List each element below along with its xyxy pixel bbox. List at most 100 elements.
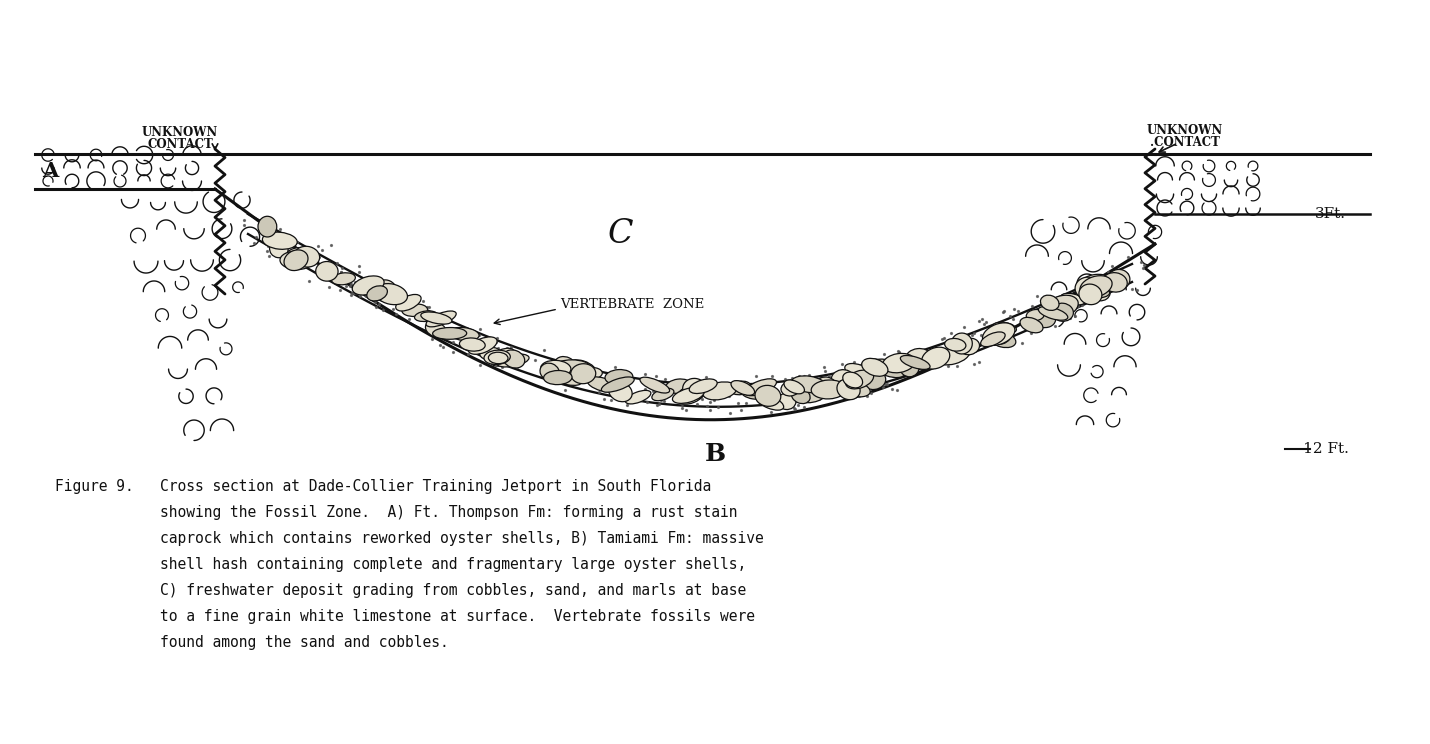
- Ellipse shape: [801, 385, 831, 403]
- Text: found among the sand and cobbles.: found among the sand and cobbles.: [54, 635, 449, 650]
- Text: UNKNOWN: UNKNOWN: [142, 126, 219, 138]
- Text: C: C: [608, 218, 632, 250]
- Ellipse shape: [945, 339, 965, 351]
- Ellipse shape: [899, 357, 919, 376]
- Ellipse shape: [1027, 310, 1044, 321]
- Ellipse shape: [609, 382, 632, 402]
- Ellipse shape: [541, 360, 571, 376]
- Ellipse shape: [1087, 277, 1108, 290]
- Text: A: A: [41, 161, 59, 181]
- Ellipse shape: [778, 394, 797, 409]
- Ellipse shape: [811, 380, 847, 399]
- Ellipse shape: [459, 338, 485, 351]
- Ellipse shape: [579, 368, 602, 379]
- Ellipse shape: [982, 323, 1015, 345]
- Text: .CONTACT: .CONTACT: [1150, 135, 1220, 149]
- Ellipse shape: [263, 232, 297, 249]
- Text: UNKNOWN: UNKNOWN: [1147, 124, 1223, 136]
- Ellipse shape: [543, 371, 572, 385]
- Ellipse shape: [1061, 293, 1085, 305]
- Ellipse shape: [756, 394, 784, 410]
- Ellipse shape: [1051, 304, 1074, 321]
- Ellipse shape: [641, 377, 669, 393]
- Ellipse shape: [937, 347, 970, 365]
- Ellipse shape: [375, 283, 408, 305]
- Ellipse shape: [922, 347, 950, 369]
- Ellipse shape: [837, 379, 859, 400]
- Ellipse shape: [842, 372, 862, 388]
- Ellipse shape: [858, 359, 888, 380]
- Ellipse shape: [951, 333, 972, 354]
- Ellipse shape: [652, 388, 674, 401]
- Ellipse shape: [1080, 276, 1113, 298]
- Ellipse shape: [862, 359, 888, 376]
- Ellipse shape: [489, 352, 508, 364]
- Ellipse shape: [1031, 308, 1055, 327]
- Text: shell hash containing complete and fragmentary large oyster shells,: shell hash containing complete and fragm…: [54, 557, 746, 572]
- Text: Figure 9.   Cross section at Dade-Collier Training Jetport in South Florida: Figure 9. Cross section at Dade-Collier …: [54, 479, 711, 494]
- Ellipse shape: [426, 311, 456, 327]
- Ellipse shape: [468, 337, 498, 354]
- Ellipse shape: [837, 380, 871, 397]
- Ellipse shape: [781, 382, 799, 396]
- Ellipse shape: [396, 295, 420, 311]
- Text: -12 Ft.: -12 Ft.: [1298, 442, 1348, 456]
- Ellipse shape: [1020, 318, 1042, 333]
- Ellipse shape: [672, 388, 705, 403]
- Ellipse shape: [420, 312, 452, 324]
- Ellipse shape: [556, 374, 582, 385]
- Ellipse shape: [1077, 286, 1110, 298]
- Text: to a fine grain white limestone at surface.  Vertebrate fossils were: to a fine grain white limestone at surfa…: [54, 609, 755, 624]
- Ellipse shape: [872, 359, 905, 378]
- Ellipse shape: [541, 363, 559, 380]
- Ellipse shape: [689, 379, 718, 394]
- Ellipse shape: [483, 350, 511, 365]
- Ellipse shape: [373, 280, 396, 301]
- Ellipse shape: [1075, 278, 1100, 298]
- Ellipse shape: [745, 379, 776, 396]
- Ellipse shape: [503, 350, 525, 368]
- Ellipse shape: [566, 360, 596, 379]
- Ellipse shape: [990, 325, 1011, 344]
- Ellipse shape: [293, 246, 320, 267]
- Ellipse shape: [1038, 307, 1068, 320]
- Ellipse shape: [555, 360, 589, 373]
- Ellipse shape: [676, 385, 705, 404]
- Ellipse shape: [981, 332, 1005, 347]
- Ellipse shape: [1083, 282, 1104, 297]
- Ellipse shape: [285, 250, 307, 271]
- Ellipse shape: [1091, 283, 1110, 301]
- Ellipse shape: [332, 273, 356, 285]
- Ellipse shape: [415, 311, 438, 321]
- Ellipse shape: [755, 385, 781, 406]
- Ellipse shape: [797, 379, 815, 399]
- Ellipse shape: [791, 376, 827, 393]
- Text: showing the Fossil Zone.  A) Ft. Thompson Fm: forming a rust stain: showing the Fossil Zone. A) Ft. Thompson…: [54, 505, 738, 520]
- Ellipse shape: [666, 379, 691, 394]
- Ellipse shape: [1101, 272, 1123, 283]
- Ellipse shape: [729, 381, 751, 395]
- Ellipse shape: [702, 382, 736, 400]
- Ellipse shape: [402, 304, 428, 316]
- Ellipse shape: [741, 385, 766, 400]
- Ellipse shape: [901, 356, 930, 369]
- Ellipse shape: [316, 261, 337, 281]
- Ellipse shape: [992, 322, 1017, 333]
- Text: 3Ft.: 3Ft.: [1316, 207, 1346, 221]
- Ellipse shape: [1107, 269, 1130, 290]
- Ellipse shape: [791, 388, 811, 403]
- Text: B: B: [705, 442, 725, 466]
- Ellipse shape: [448, 327, 479, 341]
- Ellipse shape: [731, 381, 755, 395]
- Ellipse shape: [602, 377, 635, 392]
- Ellipse shape: [555, 356, 576, 375]
- Ellipse shape: [496, 354, 529, 367]
- Ellipse shape: [433, 327, 466, 339]
- Ellipse shape: [490, 348, 515, 366]
- Ellipse shape: [845, 370, 874, 389]
- Ellipse shape: [1080, 275, 1114, 295]
- Ellipse shape: [682, 379, 706, 400]
- Ellipse shape: [257, 217, 277, 237]
- Ellipse shape: [845, 364, 872, 379]
- Ellipse shape: [270, 240, 287, 257]
